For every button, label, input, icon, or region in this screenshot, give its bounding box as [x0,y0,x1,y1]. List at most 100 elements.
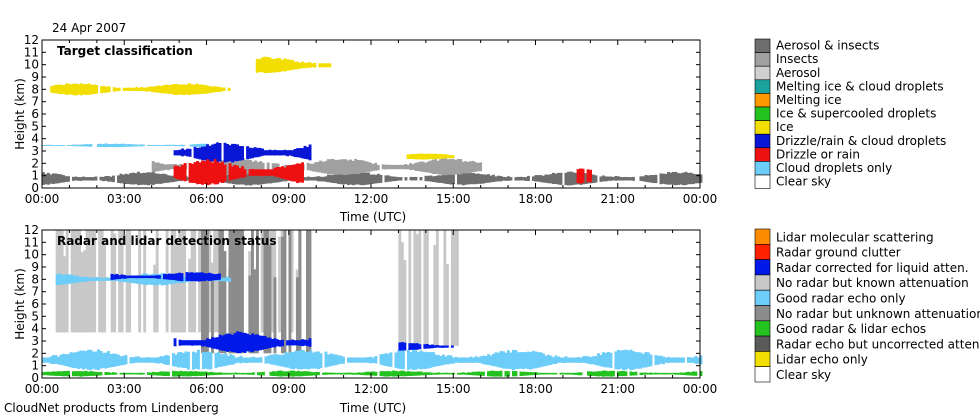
heatmap-cell [692,371,695,376]
heatmap-cell [149,372,153,376]
heatmap-cell [391,164,395,170]
heatmap-cell [152,357,155,363]
legend-item: No radar but unknown attenuation [754,305,980,322]
heatmap-cell [236,230,239,354]
heatmap-cell [195,83,199,95]
heatmap-cell [213,143,217,162]
heatmap-cell [177,371,180,377]
heatmap-cell [95,85,99,94]
heatmap-cell [441,158,445,176]
heatmap-cell [467,372,470,375]
heatmap-cell [322,372,325,375]
heatmap-cell [44,357,48,363]
heatmap-cell [609,370,613,377]
legend-swatch [754,335,771,352]
heatmap-cell [644,175,648,182]
heatmap-cell [79,371,83,377]
heatmap-cell [181,340,184,346]
legend-swatch [754,274,771,291]
heatmap-cell [198,272,201,282]
heatmap-cell [431,153,435,160]
heatmap-cell [455,230,459,346]
heatmap-cell [112,143,115,148]
heatmap-cell [239,172,243,185]
legend-item: Drizzle/rain & cloud droplets [754,134,946,149]
heatmap-cell [669,372,673,375]
heatmap-cell [181,164,184,181]
heatmap-cell [604,176,608,182]
x-tick-label: 06:00 [189,192,224,206]
heatmap-cell [334,160,338,175]
heatmap-cell [79,177,83,181]
heatmap-cell [407,371,410,376]
heatmap-cell [401,164,405,170]
heatmap-cell [248,275,252,354]
heatmap-cell [637,352,640,369]
heatmap-cell [263,230,267,354]
heatmap-cell [109,176,113,182]
x-tick-label: 03:00 [107,192,142,206]
heatmap-cell [433,245,437,346]
heatmap-cell [89,177,93,181]
heatmap-cell [120,277,124,282]
heatmap-cell [442,372,445,375]
heatmap-cell [254,357,258,363]
heatmap-cell [306,230,309,354]
heatmap-cell [62,353,65,366]
heatmap-cell [42,172,45,185]
x-tick-label: 00:00 [683,192,718,206]
heatmap-cell [432,372,435,375]
heatmap-cell [449,159,453,175]
heatmap-cell [139,144,143,147]
heatmap-cell [411,153,415,159]
heatmap-cell [82,144,85,147]
heatmap-cell [300,61,304,69]
heatmap-cell [209,352,213,370]
heatmap-cell [429,175,433,182]
heatmap-cell [474,173,478,185]
heatmap-cell [85,277,89,282]
region-cloud-droplets-only [42,143,208,148]
heatmap-cell [72,371,75,377]
heatmap-cell [244,357,248,364]
heatmap-cell [223,164,227,182]
heatmap-cell [135,87,139,92]
heatmap-cell [412,371,415,376]
heatmap-cell [83,250,87,333]
heatmap-cell [494,352,498,367]
heatmap-cell [562,372,565,375]
heatmap-cell [78,276,82,283]
x-tick-label: 00:00 [25,192,60,206]
heatmap-cell [294,350,298,369]
heatmap-cell [185,272,189,281]
heatmap-cell [203,340,207,347]
heatmap-cell [639,352,643,369]
heatmap-cell [307,371,310,376]
heatmap-cell [299,349,303,370]
heatmap-cell [174,371,178,377]
heatmap-cell [537,352,540,368]
heatmap-cell [60,274,64,285]
heatmap-cell [164,355,168,365]
heatmap-cell [47,357,50,363]
heatmap-cell [413,230,417,346]
heatmap-cell [268,169,272,176]
heatmap-cell [415,343,419,350]
heatmap-cell [439,175,443,183]
heatmap-cell [362,372,365,376]
region-no-radar-but-known-attenuation [398,230,459,346]
heatmap-cell [202,85,206,94]
heatmap-cell [462,372,465,375]
heatmap-cell [59,174,63,183]
heatmap-cell [191,340,194,346]
heatmap-cell [308,144,312,161]
heatmap-cell [325,63,329,68]
legend-swatch [754,244,771,260]
heatmap-cell [369,356,373,364]
heatmap-cell [627,350,630,369]
heatmap-cell [67,83,71,95]
y-tick-label: 2 [31,156,39,170]
heatmap-cell [166,164,170,171]
heatmap-cell [377,173,380,184]
heatmap-cell [672,172,675,185]
